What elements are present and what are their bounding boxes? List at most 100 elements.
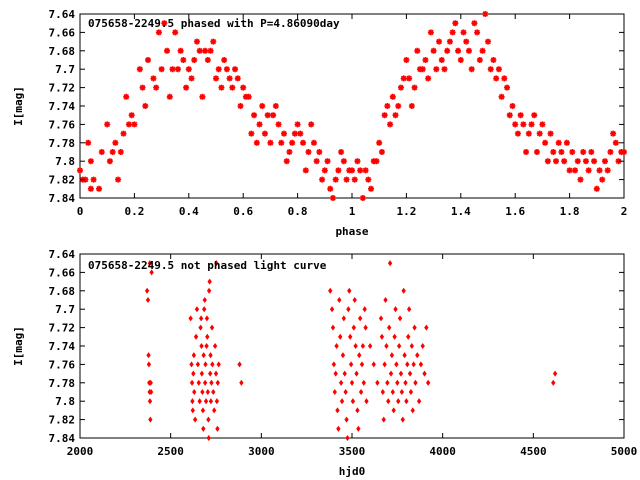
- phased-data-point: [411, 84, 418, 91]
- phased-data-point: [85, 139, 92, 146]
- phased-data-point: [308, 121, 315, 128]
- phased-data-point: [196, 47, 203, 54]
- phased-data-point: [553, 158, 559, 165]
- unphased-data-point: [382, 361, 387, 368]
- unphased-data-point: [425, 379, 431, 386]
- phased-x-tick-label: 0.2: [124, 205, 144, 218]
- phased-data-point: [479, 47, 486, 54]
- unphased-data-point: [407, 370, 413, 377]
- unphased-data-point: [208, 370, 213, 377]
- phased-data-point: [531, 112, 538, 119]
- phased-data-point: [550, 149, 557, 155]
- unphased-data-point: [378, 315, 384, 322]
- phased-y-tick-label: 7.82: [49, 174, 76, 187]
- unphased-data-point: [191, 352, 197, 359]
- unphased-x-tick-label: 5000: [611, 445, 638, 458]
- phased-data-point: [136, 66, 143, 73]
- unphased-data-point: [411, 361, 416, 368]
- phased-data-point: [223, 66, 230, 73]
- phased-data-point: [177, 47, 184, 54]
- unphased-data-point: [364, 398, 369, 405]
- phased-data-point: [253, 139, 260, 146]
- phased-data-point: [240, 84, 247, 91]
- phased-data-point: [501, 75, 508, 82]
- phased-data-point: [166, 93, 173, 100]
- unphased-data-point: [189, 379, 195, 386]
- phased-data-point: [387, 121, 394, 128]
- unphased-data-point: [403, 379, 408, 386]
- unphased-data-point: [400, 416, 405, 423]
- phased-data-point: [612, 139, 619, 146]
- phased-data-point: [210, 38, 217, 45]
- unphased-data-point: [388, 370, 394, 377]
- unphased-data-point: [213, 370, 219, 377]
- unphased-data-point: [194, 306, 200, 313]
- phased-data-point: [180, 57, 187, 63]
- unphased-data-point: [214, 260, 219, 267]
- unphased-data-point: [353, 342, 358, 350]
- unphased-data-point: [350, 398, 356, 405]
- phased-data-point: [476, 57, 483, 63]
- unphased-data-point: [396, 342, 402, 350]
- phased-data-point: [131, 121, 138, 128]
- phased-data-point: [278, 139, 285, 146]
- unphased-data-point: [332, 388, 337, 396]
- unphased-data-point: [409, 342, 415, 350]
- phased-data-point: [400, 75, 407, 82]
- phased-data-point: [215, 66, 222, 73]
- phased-data-point: [87, 158, 94, 165]
- unphased-data-point: [401, 287, 406, 294]
- unphased-data-point: [359, 361, 365, 368]
- unphased-data-point: [192, 388, 197, 396]
- phased-data-point: [226, 75, 233, 82]
- unphased-data-point: [397, 315, 403, 322]
- unphased-data-point: [212, 407, 217, 414]
- phased-data-point: [457, 57, 464, 63]
- phased-data-point: [302, 167, 309, 174]
- phased-data-point: [504, 84, 511, 91]
- phased-data-point: [509, 103, 516, 109]
- phased-data-point: [316, 149, 323, 155]
- phased-data-point: [536, 130, 543, 137]
- phased-data-point: [563, 139, 570, 146]
- phased-data-point: [591, 158, 598, 165]
- unphased-data-point: [200, 388, 205, 396]
- phased-data-point: [199, 93, 206, 100]
- unphased-data-point: [406, 333, 411, 340]
- unphased-data-point: [199, 370, 205, 377]
- unphased-x-tick-label: 2000: [67, 445, 94, 458]
- phased-data-point: [389, 93, 396, 100]
- phased-data-point: [221, 57, 228, 63]
- unphased-data-point: [387, 260, 393, 267]
- unphased-data-point: [206, 287, 212, 294]
- phased-data-point: [580, 149, 587, 155]
- unphased-data-point: [345, 434, 350, 442]
- phased-data-point: [460, 29, 467, 36]
- phased-data-point: [533, 149, 540, 155]
- phased-data-point: [582, 158, 589, 165]
- unphased-panel: 2000 2500 3000 3500 4000 4500 5000 7.64 7.66 7.68…: [12, 248, 637, 478]
- unphased-data-point: [146, 352, 151, 359]
- phased-data-point: [120, 130, 127, 137]
- unphased-data-point: [404, 398, 409, 405]
- phased-data-point: [117, 149, 124, 155]
- phased-data-point: [433, 66, 440, 73]
- phased-data-point: [449, 29, 456, 36]
- phased-data-point: [245, 93, 252, 100]
- unphased-data-point: [144, 287, 150, 294]
- unphased-data-point: [384, 342, 389, 350]
- phased-data-point: [115, 176, 122, 183]
- unphased-data-point: [203, 398, 209, 405]
- phased-data-point: [430, 47, 437, 54]
- phased-data-point: [468, 66, 475, 73]
- phased-data-point: [202, 47, 209, 54]
- phased-data-point: [558, 149, 565, 155]
- unphased-data-point: [199, 342, 204, 350]
- phased-data-point: [444, 47, 451, 54]
- phased-data-point: [523, 149, 530, 155]
- phased-y-tick-label: 7.7: [55, 63, 75, 76]
- unphased-data-point: [147, 398, 153, 405]
- unphased-data-point: [201, 352, 206, 359]
- unphased-data-point: [189, 361, 194, 368]
- unphased-data-point: [386, 398, 391, 405]
